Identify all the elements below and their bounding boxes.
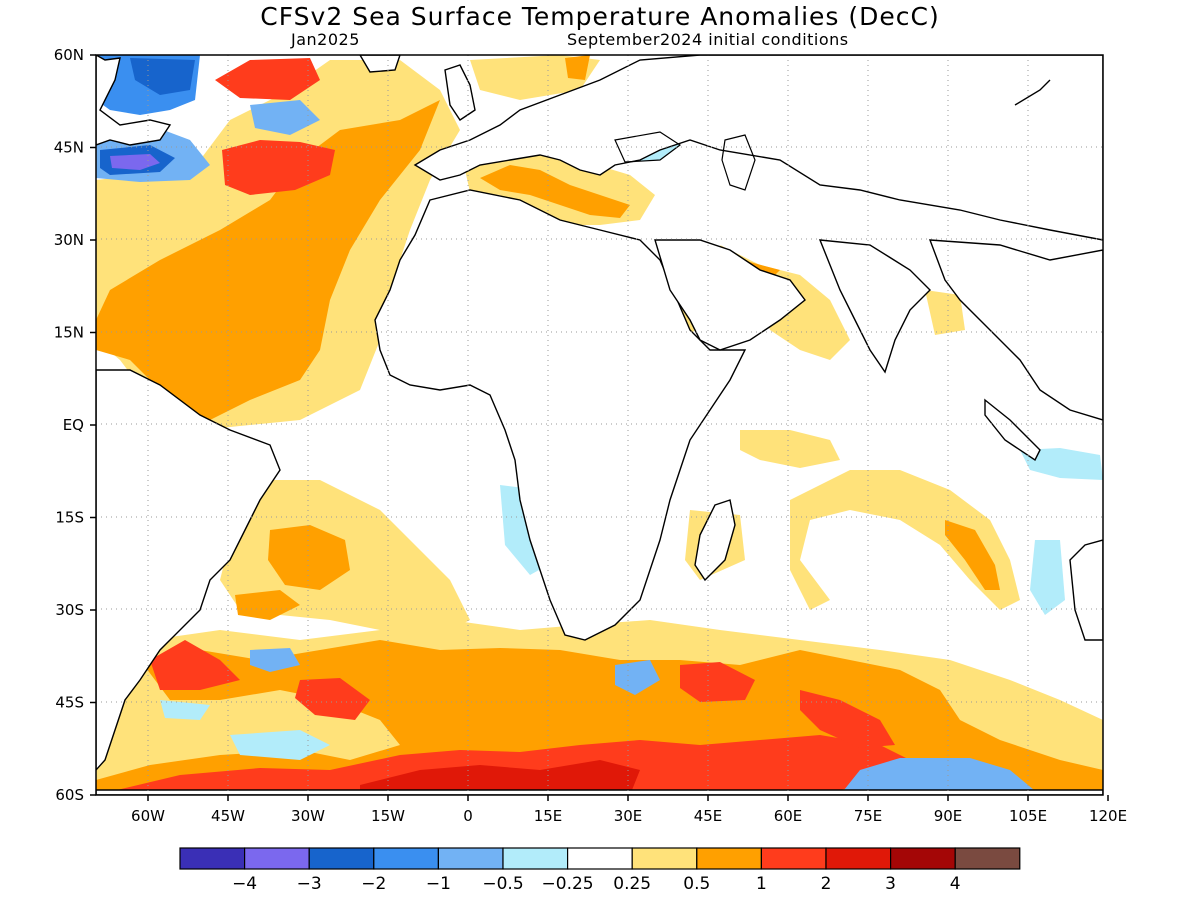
- lat-label: 60N: [54, 46, 84, 64]
- anomaly-region-mid-atlantic-cool: [250, 100, 320, 135]
- lon-label: 30E: [614, 807, 643, 825]
- lon-label: 15E: [534, 807, 563, 825]
- land-japan: [1014, 79, 1051, 106]
- colorbar-swatch: [760, 847, 827, 870]
- lat-label: 30S: [55, 601, 84, 619]
- anomaly-region-bay-of-bengal-light: [925, 290, 965, 335]
- colorbar-swatch: [889, 847, 956, 870]
- land-southeast-asia: [928, 239, 1103, 421]
- land-madagascar: [694, 499, 736, 582]
- anomaly-region-mediterranean-moderate: [480, 165, 630, 218]
- lon-label: 60W: [131, 807, 165, 825]
- lon-label: 0: [463, 807, 473, 825]
- colorbar-swatch: [308, 847, 375, 870]
- lat-label: 45S: [55, 694, 84, 712]
- anomaly-region-southern-cool-1: [250, 648, 300, 672]
- colorbar-swatch: [566, 847, 633, 870]
- land-uk: [444, 64, 476, 121]
- graticule: [96, 55, 1103, 795]
- colorbar-label: 3: [885, 874, 896, 894]
- anomaly-region-north-atlantic-strong: [222, 140, 335, 195]
- colorbar-swatch: [373, 847, 439, 870]
- land-caspian-outline: [721, 134, 756, 191]
- map-title: CFSv2 Sea Surface Temperature Anomalies …: [260, 2, 940, 31]
- lon-label: 15W: [371, 807, 405, 825]
- anomaly-region-southern-ocean-strongest: [360, 760, 640, 795]
- lon-label: 60E: [774, 807, 803, 825]
- land-australia: [1069, 539, 1103, 641]
- lat-label: 15N: [54, 324, 84, 342]
- lon-label: 105E: [1009, 807, 1047, 825]
- anomaly-region-south-atlantic-moderate-2: [235, 590, 300, 620]
- anomaly-region-west-australia-cool: [1030, 540, 1065, 615]
- anomaly-region-baltic-moderate: [565, 55, 590, 80]
- lat-label: 30N: [54, 231, 84, 249]
- lon-label: 30W: [291, 807, 325, 825]
- land-sumatra: [984, 398, 1041, 462]
- lat-label: 45N: [54, 139, 84, 157]
- land-europe: [413, 55, 1103, 241]
- latitude-ticks: 60N 45N 30N 15N EQ 15S 30S 45S 60S: [54, 46, 96, 804]
- land-south-america: [96, 369, 281, 772]
- lon-label: 75E: [854, 807, 883, 825]
- colorbar-swatch: [825, 847, 892, 870]
- anomaly-region-equatorial-indian-light: [740, 430, 840, 468]
- colorbar-label: 4: [950, 874, 961, 894]
- anomaly-region-southern-cool-3: [160, 700, 210, 720]
- land-greenland-iceland: [359, 55, 401, 73]
- lon-label: 45E: [694, 807, 723, 825]
- lat-label: EQ: [63, 416, 84, 434]
- valid-month-label: Jan2025: [291, 30, 360, 49]
- initial-conditions-label: September2024 initial conditions: [567, 30, 849, 49]
- colorbar: −4 −3 −2 −1 −0.5 −0.25 0.25 0.5 1 2 3 4: [179, 847, 1021, 894]
- anomaly-region-patagonia-strong: [150, 640, 240, 690]
- lat-label: 60S: [55, 786, 84, 804]
- land-india: [818, 239, 931, 374]
- anomaly-region-south-atlantic-moderate: [268, 525, 350, 590]
- anomaly-region-south-indian-band-light: [790, 470, 1020, 610]
- land-antarctica: [96, 789, 1103, 795]
- colorbar-swatch: [631, 847, 698, 870]
- anomaly-region-southern-cool-2: [615, 660, 660, 695]
- lon-label: 90E: [934, 807, 963, 825]
- anomaly-region-southern-ocean-strong: [96, 735, 910, 795]
- colorbar-label: 2: [821, 874, 832, 894]
- colorbar-swatch: [502, 847, 569, 870]
- colorbar-swatch: [244, 847, 310, 870]
- lat-label: 15S: [55, 509, 84, 527]
- colorbar-swatch: [437, 847, 504, 870]
- anomaly-region-southern-cool-4: [230, 730, 330, 760]
- lon-label: 45W: [211, 807, 245, 825]
- lon-label: 120E: [1089, 807, 1127, 825]
- anomaly-region-maritime-cool: [1020, 448, 1103, 480]
- anomaly-region-labrador-cool-strong: [130, 58, 195, 95]
- anomaly-region-north-atlantic-moderate: [96, 100, 440, 420]
- anomaly-region-north-atlantic-strong-2: [215, 58, 320, 100]
- colorbar-label: −0.5: [482, 874, 523, 894]
- anomaly-region-south-indian-band-moderate: [945, 520, 1000, 590]
- anomaly-region-antarctic-cool-light: [840, 758, 1040, 795]
- anomaly-region-southern-ocean-strong-2: [295, 678, 370, 720]
- colorbar-label: 1: [756, 874, 767, 894]
- land-black-sea-outline: [614, 131, 682, 163]
- colorbar-label: −4: [232, 874, 257, 894]
- land-arabia: [654, 239, 806, 351]
- colorbar-label: 0.5: [683, 874, 710, 894]
- land-north-america: [96, 55, 172, 146]
- colorbar-label: −1: [426, 874, 451, 894]
- anomaly-region-southern-ocean-strong-4: [800, 690, 895, 748]
- anomaly-region-southern-ocean-strong-3: [680, 662, 755, 702]
- colorbar-label: −3: [297, 874, 322, 894]
- colorbar-swatch: [179, 847, 246, 870]
- longitude-ticks: 60W 45W 30W 15W 0 15E 30E 45E 60E 75E 90E 105E 120E: [131, 795, 1127, 825]
- colorbar-label: −0.25: [542, 874, 594, 894]
- colorbar-label: 0.25: [613, 874, 651, 894]
- colorbar-swatch: [954, 847, 1021, 870]
- map-area: [96, 55, 1103, 795]
- colorbar-label: −2: [361, 874, 386, 894]
- colorbar-swatch: [696, 847, 762, 870]
